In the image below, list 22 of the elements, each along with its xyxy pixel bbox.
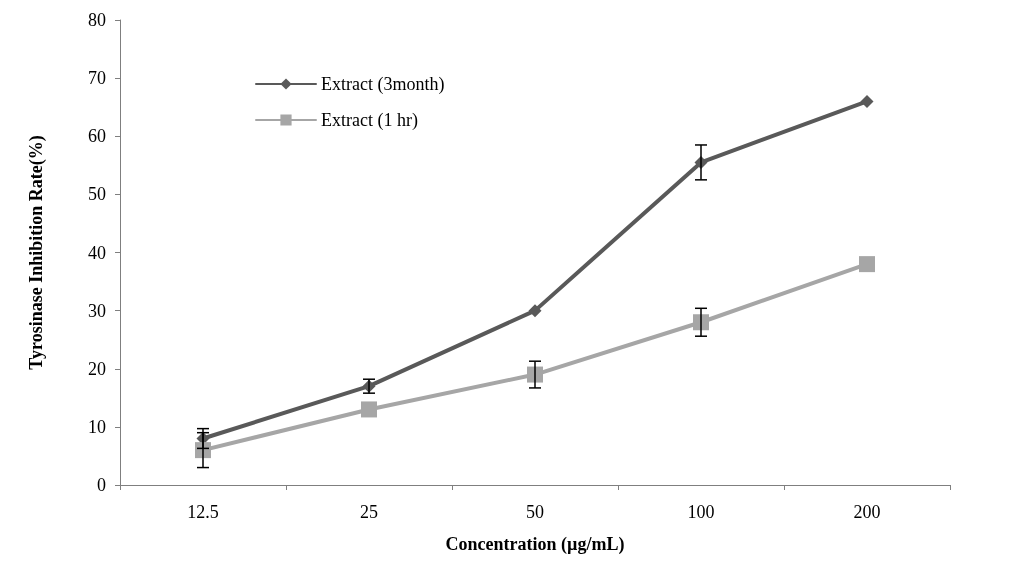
legend-label: Extract (1 hr) bbox=[321, 110, 418, 131]
x-tick-label: 25 bbox=[360, 502, 378, 522]
x-tick-label: 100 bbox=[687, 502, 715, 522]
y-tick-label: 0 bbox=[97, 475, 106, 495]
x-tick-label: 12.5 bbox=[187, 502, 219, 522]
x-axis-title: Concentration (µg/mL) bbox=[445, 534, 625, 555]
point bbox=[528, 304, 542, 318]
y-axis-title: Tyrosinase Inhibition Rate(%) bbox=[26, 135, 47, 370]
x-tick-label: 200 bbox=[853, 502, 881, 522]
y-tick-label: 30 bbox=[88, 300, 106, 321]
legend-label: Extract (3month) bbox=[321, 74, 445, 95]
point bbox=[361, 401, 377, 418]
point bbox=[859, 256, 875, 273]
point bbox=[860, 94, 874, 108]
y-tick-label: 50 bbox=[88, 184, 106, 205]
y-tick-label: 20 bbox=[88, 358, 106, 379]
y-tick-label: 40 bbox=[88, 242, 106, 263]
x-tick-label: 50 bbox=[526, 502, 544, 522]
y-tick-label: 60 bbox=[88, 126, 106, 147]
y-tick-label: 10 bbox=[88, 416, 106, 437]
y-tick-label: 70 bbox=[88, 68, 106, 89]
y-tick-label: 80 bbox=[88, 10, 106, 30]
